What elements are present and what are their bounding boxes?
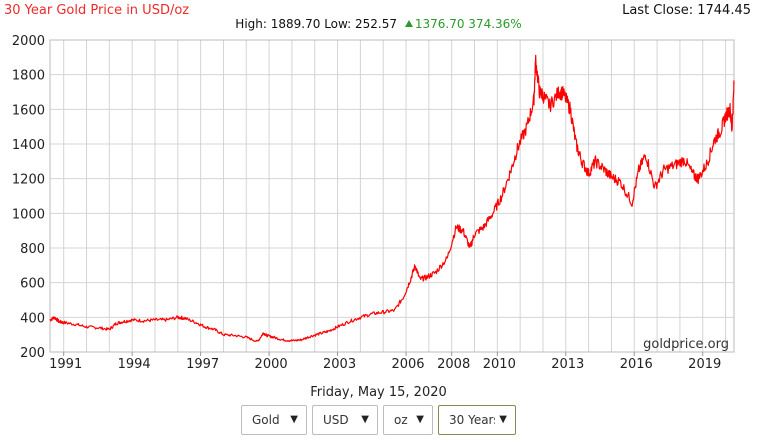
y-tick-label: 1000 bbox=[12, 207, 45, 222]
grid bbox=[50, 39, 734, 353]
axes: 200 400 600 800 1000 1200 1400 1600 1800 2000 1991… bbox=[12, 34, 735, 372]
chart-title: 30 Year Gold Price in USD/oz bbox=[4, 3, 190, 18]
high-value: High: 1889.70 bbox=[235, 17, 321, 31]
range-select-value: 30 Years bbox=[449, 413, 495, 427]
up-triangle-icon bbox=[404, 20, 413, 27]
x-tick-label: 2008 bbox=[437, 357, 470, 372]
y-tick-label: 1800 bbox=[12, 69, 45, 84]
x-tick-label: 2019 bbox=[688, 357, 721, 372]
gold-price-line bbox=[49, 54, 735, 342]
low-value: Low: 252.57 bbox=[324, 17, 398, 31]
x-tick-label: 2000 bbox=[255, 357, 288, 372]
date-line: Friday, May 15, 2020 bbox=[310, 385, 447, 400]
y-tick-label: 1400 bbox=[12, 138, 45, 153]
last-close: Last Close: 1744.45 bbox=[622, 3, 751, 18]
x-tick-label: 2016 bbox=[620, 357, 653, 372]
watermark: goldprice.org bbox=[643, 337, 729, 352]
x-tick-label: 2003 bbox=[323, 357, 356, 372]
chevron-down-icon: ▼ bbox=[416, 414, 424, 425]
plot-border bbox=[49, 39, 735, 353]
y-tick-label: 200 bbox=[20, 346, 45, 361]
y-tick-label: 2000 bbox=[12, 34, 45, 49]
x-tick-label: 2010 bbox=[483, 357, 516, 372]
unit-select[interactable]: oz ▼ bbox=[383, 405, 433, 435]
stats-line: High: 1889.70 Low: 252.57 1376.70 374.36… bbox=[0, 17, 757, 31]
metal-select[interactable]: Gold ▼ bbox=[241, 405, 307, 435]
series-layer bbox=[49, 54, 735, 342]
x-tick-label: 2006 bbox=[391, 357, 424, 372]
x-tick-label: 1997 bbox=[186, 357, 219, 372]
chevron-down-icon: ▼ bbox=[361, 414, 369, 425]
y-tick-label: 600 bbox=[20, 277, 45, 292]
chevron-down-icon: ▼ bbox=[499, 414, 507, 425]
currency-select[interactable]: USD ▼ bbox=[312, 405, 378, 435]
controls-bar: Gold ▼ USD ▼ oz ▼ 30 Years ▼ bbox=[0, 405, 757, 435]
y-tick-label: 1200 bbox=[12, 173, 45, 188]
change-percent: 374.36% bbox=[468, 17, 522, 31]
x-tick-label: 1994 bbox=[118, 357, 151, 372]
y-tick-label: 400 bbox=[20, 311, 45, 326]
price-chart: 200 400 600 800 1000 1200 1400 1600 1800 2000 1991… bbox=[12, 34, 735, 372]
change-value: 1376.70 bbox=[414, 17, 465, 31]
range-select[interactable]: 30 Years ▼ bbox=[438, 405, 516, 435]
unit-select-value: oz bbox=[394, 413, 408, 427]
x-tick-label: 1991 bbox=[49, 357, 82, 372]
x-tick-label: 2013 bbox=[551, 357, 584, 372]
y-tick-label: 1600 bbox=[12, 103, 45, 118]
metal-select-value: Gold bbox=[252, 413, 280, 427]
y-tick-label: 800 bbox=[20, 242, 45, 257]
chevron-down-icon: ▼ bbox=[290, 414, 298, 425]
currency-select-value: USD bbox=[323, 413, 349, 427]
